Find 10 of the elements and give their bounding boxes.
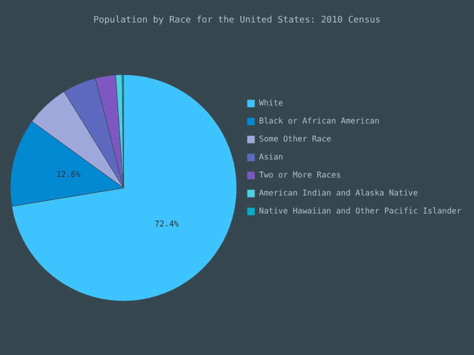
chart-title: Population by Race for the United States: 2010 Census bbox=[93, 16, 381, 26]
legend-label: Native Hawaiian and Other Pacific Islander bbox=[259, 206, 462, 216]
legend-label: Asian bbox=[259, 152, 284, 162]
data-label: 72.4% bbox=[154, 220, 179, 229]
legend-label: Some Other Race bbox=[259, 134, 332, 144]
legend-label: American Indian and Alaska Native bbox=[259, 188, 418, 198]
legend-label: Two or More Races bbox=[259, 170, 342, 180]
data-label: 12.6% bbox=[56, 170, 81, 179]
legend-label: Black or African American bbox=[259, 116, 380, 126]
legend-label: White bbox=[259, 98, 284, 108]
